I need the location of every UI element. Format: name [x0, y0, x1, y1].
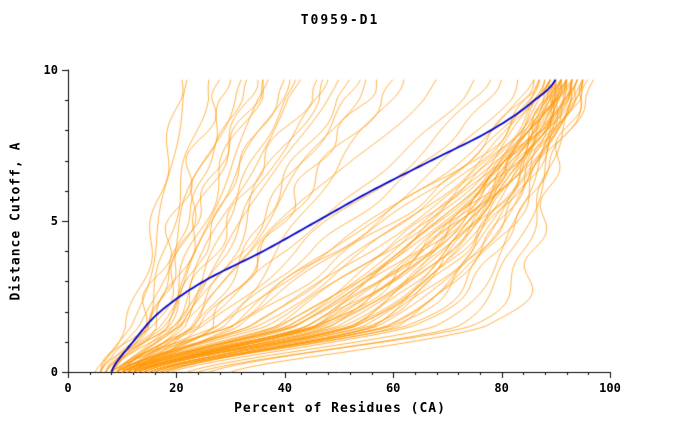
x-tick-label: 40 — [277, 381, 293, 395]
y-tick-label: 0 — [50, 365, 58, 379]
x-axis-label: Percent of Residues (CA) — [234, 401, 446, 416]
x-tick-label: 100 — [599, 381, 621, 395]
x-tick-label: 20 — [169, 381, 184, 395]
y-tick-label: 10 — [43, 63, 58, 77]
x-tick-label: 60 — [385, 381, 401, 395]
x-tick-label: 0 — [64, 381, 72, 395]
y-axis-label: Distance Cutoff, A — [8, 141, 24, 301]
chart-title: T0959-D1 — [300, 13, 380, 28]
x-tick-label: 80 — [494, 381, 509, 395]
y-tick-label: 5 — [50, 214, 58, 228]
